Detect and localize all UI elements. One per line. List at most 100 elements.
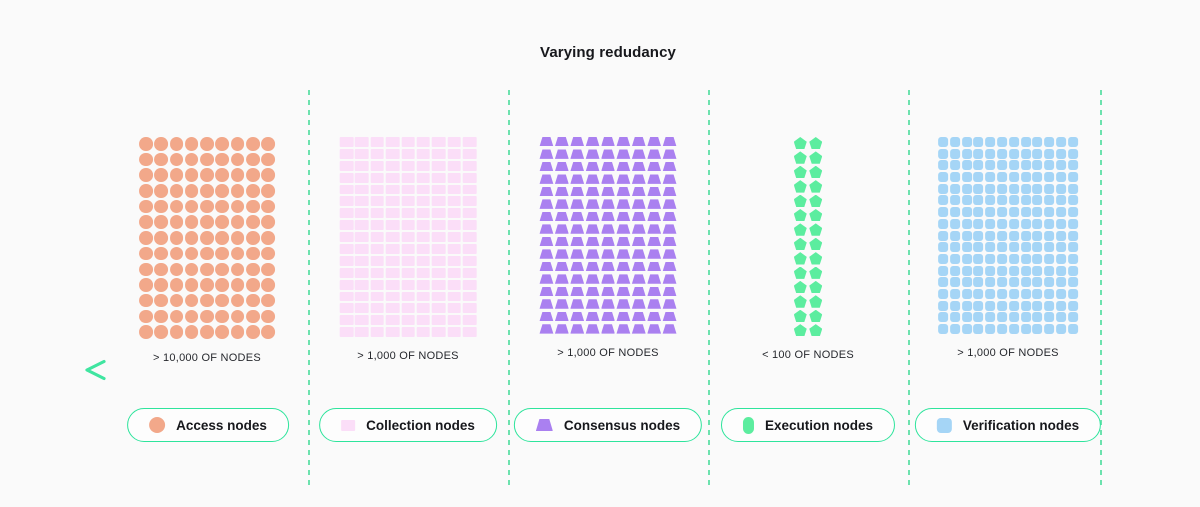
square-node-icon — [401, 148, 415, 159]
trapezoid-node-icon — [662, 261, 677, 272]
rounded-square-node-icon — [1020, 242, 1031, 253]
rounded-square-node-icon — [938, 137, 949, 147]
square-node-icon — [339, 315, 354, 326]
pentagon-node-icon — [793, 165, 807, 179]
rounded-square-node-icon — [985, 172, 996, 183]
trapezoid-node-icon — [616, 174, 631, 184]
square-node-icon — [370, 267, 384, 278]
legend-pill-collection[interactable]: Collection nodes — [319, 408, 497, 442]
rounded-square-node-icon — [997, 288, 1008, 299]
dashed-separator-line — [308, 90, 310, 490]
circle-node-icon — [139, 231, 153, 245]
rounded-square-node-icon — [949, 195, 960, 206]
legend-pill-access[interactable]: Access nodes — [127, 408, 289, 442]
square-node-icon — [416, 303, 431, 314]
rounded-square-node-icon — [938, 230, 949, 241]
square-node-icon — [432, 196, 446, 207]
rounded-square-node-icon — [949, 230, 960, 241]
square-node-icon — [370, 244, 384, 254]
circle-node-icon — [246, 231, 260, 245]
rounded-square-node-icon — [997, 277, 1008, 288]
circle-node-icon — [184, 137, 199, 151]
trapezoid-node-icon — [554, 224, 569, 234]
circle-node-icon — [169, 199, 184, 214]
rounded-square-node-icon — [949, 242, 960, 253]
trapezoid-node-icon — [631, 299, 646, 309]
trapezoid-node-icon — [585, 261, 600, 272]
trapezoid-node-icon — [585, 199, 600, 209]
circle-node-icon — [184, 278, 199, 292]
square-node-icon — [355, 208, 369, 219]
rounded-square-node-icon — [961, 300, 972, 311]
circle-node-icon — [154, 199, 168, 214]
execution-node-grid — [793, 137, 823, 337]
rounded-square-node-icon — [949, 265, 960, 276]
pentagon-node-icon — [793, 309, 807, 323]
trapezoid-node-icon — [554, 236, 569, 247]
square-node-icon — [355, 267, 369, 278]
rounded-square-node-icon — [1067, 195, 1078, 206]
rounded-square-node-icon — [1044, 265, 1055, 276]
rounded-square-node-icon — [985, 300, 996, 311]
trapezoid-node-icon — [662, 249, 677, 259]
square-node-icon — [416, 244, 431, 254]
rounded-square-node-icon — [949, 218, 960, 229]
trapezoid-node-icon — [647, 249, 662, 259]
square-node-icon — [385, 291, 400, 302]
square-node-icon — [339, 208, 354, 219]
circle-node-icon — [230, 278, 245, 292]
square-node-icon — [339, 327, 354, 338]
rounded-square-node-icon — [997, 160, 1008, 171]
circle-node-icon — [246, 184, 260, 198]
rounded-square-node-icon — [961, 137, 972, 147]
legend-pill-consensus[interactable]: Consensus nodes — [513, 408, 703, 442]
rounded-square-node-icon — [1067, 183, 1078, 194]
group-count-label: > 1,000 OF NODES — [557, 346, 659, 359]
circle-node-icon — [261, 137, 275, 151]
rounded-square-node-icon — [1056, 172, 1067, 183]
rounded-square-node-icon — [949, 183, 960, 194]
group-count-label: > 1,000 OF NODES — [357, 350, 459, 363]
square-node-icon — [339, 220, 354, 231]
circle-node-icon — [154, 152, 168, 167]
legend-pill-verification[interactable]: Verification nodes — [914, 408, 1102, 442]
square-node-icon — [432, 303, 446, 314]
rounded-square-node-icon — [1008, 148, 1019, 159]
rounded-square-node-icon — [997, 148, 1008, 159]
legend-pill-label: Verification nodes — [962, 417, 1080, 433]
trapezoid-node-icon — [647, 186, 662, 197]
circle-node-icon — [200, 278, 214, 292]
circle-node-icon — [200, 246, 214, 261]
circle-node-icon — [261, 293, 275, 308]
rounded-square-node-icon — [949, 207, 960, 218]
trapezoid-node-icon — [616, 137, 631, 147]
circle-node-icon — [184, 231, 199, 245]
trapezoid-node-icon — [601, 137, 615, 147]
rounded-square-node-icon — [1020, 312, 1031, 323]
trapezoid-node-icon — [631, 137, 646, 147]
square-node-icon — [401, 279, 415, 290]
legend-pill-execution[interactable]: Execution nodes — [720, 408, 896, 442]
trapezoid-node-icon — [601, 261, 615, 272]
rounded-square-node-icon — [985, 312, 996, 323]
trapezoid-node-icon — [662, 174, 677, 184]
circle-node-icon — [200, 152, 214, 167]
trapezoid-node-icon — [539, 286, 554, 297]
trapezoid-node-icon — [616, 299, 631, 309]
square-node-icon — [462, 220, 477, 231]
trapezoid-node-icon — [554, 211, 569, 222]
rounded-square-node-icon — [973, 242, 984, 253]
circle-node-icon — [215, 231, 230, 245]
rounded-square-node-icon — [938, 242, 949, 253]
trapezoid-node-icon — [631, 186, 646, 197]
circle-node-icon — [139, 152, 153, 167]
circle-node-icon — [184, 199, 199, 214]
square-node-icon — [432, 327, 446, 338]
square-node-icon — [385, 220, 400, 231]
trapezoid-node-icon — [570, 249, 585, 259]
square-node-icon — [416, 137, 431, 147]
square-node-icon — [416, 220, 431, 231]
rounded-square-node-icon — [1008, 265, 1019, 276]
square-node-icon — [339, 279, 354, 290]
rounded-square-node-icon — [938, 195, 949, 206]
